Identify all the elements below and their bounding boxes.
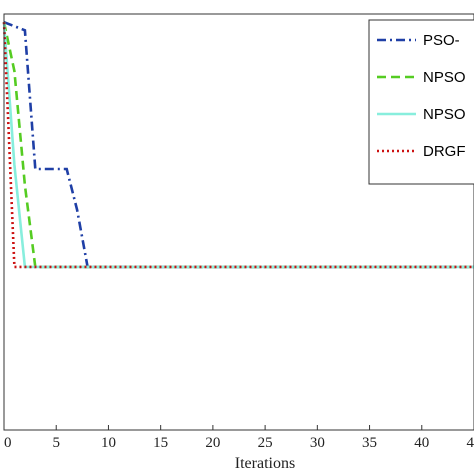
plot-frame <box>3 13 474 431</box>
series-line-1 <box>3 20 474 269</box>
x-tick-label: 0 <box>4 435 12 451</box>
series-line-4 <box>2 22 474 269</box>
x-tick-label: 5 <box>52 435 60 451</box>
x-axis-title: Iterations <box>235 455 295 472</box>
x-axis-ticks: 0 5 10 15 20 25 30 35 40 45 <box>3 425 474 451</box>
series-line-3 <box>2 22 474 269</box>
legend-label-3: NPSO <box>423 106 466 123</box>
legend: PSO- NPSO NPSO DRGF <box>368 19 474 185</box>
legend-label-2: NPSO <box>423 69 466 86</box>
legend-box <box>368 19 474 185</box>
x-tick-label: 35 <box>362 435 377 451</box>
x-tick-label: 40 <box>414 435 429 451</box>
x-tick-label: 10 <box>101 435 116 451</box>
x-tick-label: 20 <box>205 435 220 451</box>
x-tick-label: 30 <box>310 435 325 451</box>
x-tick-label: 25 <box>258 435 273 451</box>
x-tick-label: 15 <box>153 435 168 451</box>
x-tick-label: 45 <box>467 435 474 451</box>
legend-label-1: PSO- <box>423 32 460 49</box>
legend-label-4: DRGF <box>423 143 466 160</box>
plot-lines <box>2 20 474 269</box>
